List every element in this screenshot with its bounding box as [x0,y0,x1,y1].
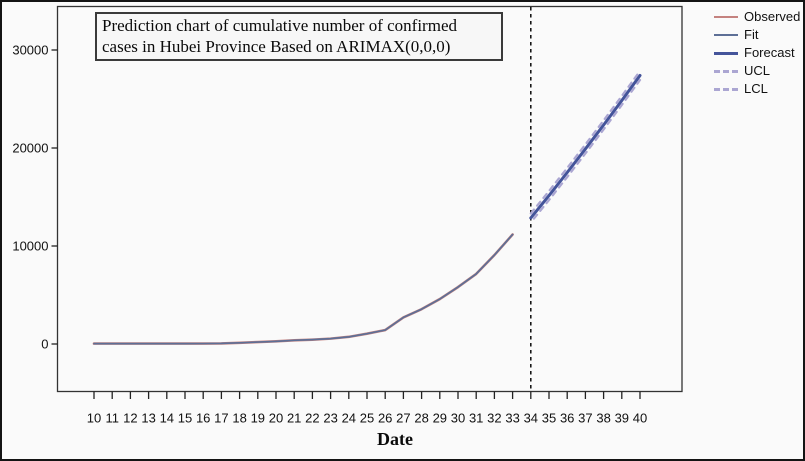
x-tick-label: 11 [105,411,119,426]
x-tick-label: 34 [524,411,538,426]
series-line-fit [93,233,514,345]
x-tick-label: 25 [360,411,374,426]
x-tick-label: 10 [87,411,101,426]
x-tick-label: 29 [433,411,447,426]
x-tick-label: 33 [505,411,519,426]
legend-item-ucl: UCL [714,62,800,80]
x-tick-label: 31 [469,411,483,426]
legend-item-lcl: LCL [714,80,800,98]
legend-item-fit: Fit [714,26,800,44]
x-tick-label: 18 [232,411,246,426]
x-tick-label: 28 [414,411,428,426]
chart-title-line2: cases in Hubei Province Based on ARIMAX(… [102,37,451,56]
legend-swatch-observed [714,16,738,18]
x-tick-label: 27 [396,411,410,426]
legend-item-observed: Observed [714,8,800,26]
y-tick-label: 30000 [12,43,48,58]
x-axis-title: Date [377,429,413,449]
y-tick-label: 10000 [12,239,48,254]
legend-label-observed: Observed [744,9,801,24]
legend-label-forecast: Forecast [744,45,795,60]
x-tick-label: 12 [123,411,137,426]
x-tick-label: 30 [451,411,465,426]
legend-swatch-fit [714,34,738,36]
x-tick-label: 14 [160,411,174,426]
x-tick-label: 23 [323,411,337,426]
chart-legend: Observed Fit Forecast UCL LCL [714,8,800,98]
plot-frame [56,5,683,393]
legend-item-forecast: Forecast [714,44,800,62]
x-tick-label: 17 [214,411,228,426]
y-tick-label: 20000 [12,141,48,156]
x-tick-label: 13 [141,411,155,426]
series-line-lcl [529,78,642,224]
legend-swatch-forecast [714,51,738,55]
x-tick-label: 40 [633,411,647,426]
x-tick-label: 19 [251,411,265,426]
x-tick-label: 37 [578,411,592,426]
y-tick-label: 0 [41,337,48,352]
x-tick-label: 24 [342,411,356,426]
x-tick-label: 22 [305,411,319,426]
series-line-observed [92,233,514,345]
x-tick-label: 32 [487,411,501,426]
chart-title-line1: Prediction chart of cumulative number of… [102,16,457,35]
x-tick-label: 38 [596,411,610,426]
legend-label-ucl: UCL [744,63,771,78]
legend-swatch-ucl [714,69,738,73]
x-tick-label: 16 [196,411,210,426]
x-tick-label: 20 [269,411,283,426]
x-tick-label: 15 [178,411,192,426]
chart-title-box: Prediction chart of cumulative number of… [95,12,503,61]
legend-label-fit: Fit [744,27,759,42]
x-tick-label: 26 [378,411,392,426]
x-tick-label: 39 [615,411,629,426]
series-line-forecast [529,73,642,220]
x-tick-label: 21 [287,411,301,426]
series-line-ucl [529,69,642,215]
x-tick-label: 35 [542,411,556,426]
legend-swatch-lcl [714,87,738,91]
legend-label-lcl: LCL [744,81,768,96]
x-tick-label: 36 [560,411,574,426]
